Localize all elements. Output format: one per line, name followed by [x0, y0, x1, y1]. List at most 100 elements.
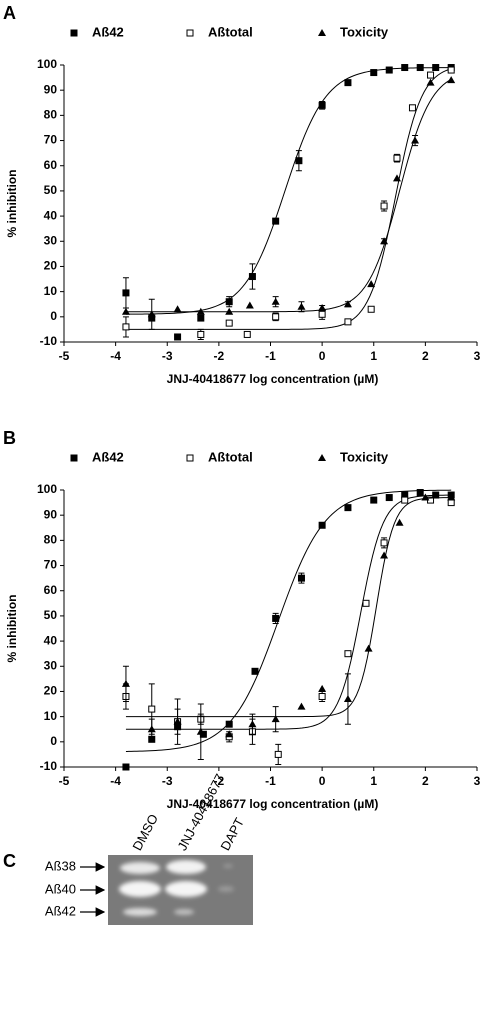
point [318, 684, 327, 692]
x-tick-label: 2 [422, 349, 429, 363]
point [251, 667, 259, 675]
y-tick-label: 70 [44, 133, 58, 147]
point [225, 720, 233, 728]
y-tick-label: -10 [40, 334, 58, 348]
point [147, 725, 156, 733]
point [225, 307, 234, 315]
y-tick-label: 0 [50, 734, 57, 748]
y-tick-label: 90 [44, 507, 58, 521]
point [344, 504, 352, 512]
point [173, 305, 182, 313]
point [367, 305, 375, 313]
point [318, 304, 327, 312]
point [395, 518, 404, 526]
point [122, 289, 130, 297]
point [344, 79, 352, 87]
panel-label: C [3, 851, 16, 871]
point [70, 454, 78, 462]
point [401, 64, 409, 72]
point [416, 64, 424, 72]
point [196, 307, 205, 315]
point [186, 454, 194, 462]
point [122, 763, 130, 771]
legend-label: Toxicity [340, 449, 389, 464]
y-tick-label: 10 [44, 709, 58, 723]
point [121, 679, 130, 687]
y-tick-label: 30 [44, 233, 58, 247]
point [197, 330, 205, 338]
x-tick-label: -3 [162, 349, 173, 363]
point [295, 157, 303, 165]
x-tick-label: 0 [319, 349, 326, 363]
point [416, 489, 424, 497]
point [364, 644, 373, 652]
x-tick-label: 1 [370, 349, 377, 363]
point [392, 174, 401, 182]
point [297, 302, 306, 310]
legend-label: Aß42 [92, 24, 124, 39]
point [343, 300, 352, 308]
y-tick-label: 80 [44, 108, 58, 122]
point [380, 539, 388, 547]
x-tick-label: -4 [110, 774, 121, 788]
point [186, 29, 194, 37]
point [401, 496, 409, 504]
point [318, 692, 326, 700]
fit-curve [125, 494, 452, 730]
y-tick-label: 40 [44, 633, 58, 647]
point [447, 66, 455, 74]
point [225, 319, 233, 327]
panel-label: A [3, 3, 16, 23]
point [411, 136, 420, 144]
point [362, 599, 370, 607]
point [370, 496, 378, 504]
y-tick-label: 20 [44, 684, 58, 698]
lane-label: DAPT [217, 815, 247, 853]
point [225, 298, 233, 306]
y-tick-label: 50 [44, 608, 58, 622]
y-tick-label: 0 [50, 309, 57, 323]
legend-label: Aßtotal [208, 24, 253, 39]
point [318, 310, 326, 318]
point [248, 720, 257, 728]
point [197, 314, 205, 322]
lane-label: DMSO [129, 812, 161, 853]
y-tick-label: 50 [44, 183, 58, 197]
point [248, 273, 256, 281]
point [174, 333, 182, 341]
point [447, 76, 456, 84]
point [225, 730, 234, 738]
point [196, 727, 205, 735]
x-tick-label: 1 [370, 774, 377, 788]
point [148, 705, 156, 713]
x-tick-label: 2 [422, 774, 429, 788]
point [272, 614, 280, 622]
x-tick-label: 3 [474, 349, 481, 363]
x-tick-label: -4 [110, 349, 121, 363]
point [380, 202, 388, 210]
x-tick-label: -1 [265, 349, 276, 363]
point [122, 323, 130, 331]
legend-label: Aß42 [92, 449, 124, 464]
point [297, 702, 306, 710]
x-axis-title: JNJ-40418677 log concentration (µM) [167, 372, 379, 386]
point [318, 454, 326, 461]
point [426, 78, 435, 86]
x-tick-label: 3 [474, 774, 481, 788]
point [121, 307, 130, 315]
y-tick-label: 100 [37, 482, 57, 496]
x-tick-label: -5 [59, 774, 70, 788]
point [272, 313, 280, 321]
y-axis-title: % inhibition [5, 170, 19, 238]
point [421, 493, 430, 501]
point [343, 695, 352, 703]
y-tick-label: 80 [44, 533, 58, 547]
x-tick-label: -5 [59, 349, 70, 363]
point [393, 154, 401, 162]
legend-label: Aßtotal [208, 449, 253, 464]
x-tick-label: -3 [162, 774, 173, 788]
x-tick-label: -1 [265, 774, 276, 788]
gel-bands [119, 860, 234, 916]
point [370, 69, 378, 77]
